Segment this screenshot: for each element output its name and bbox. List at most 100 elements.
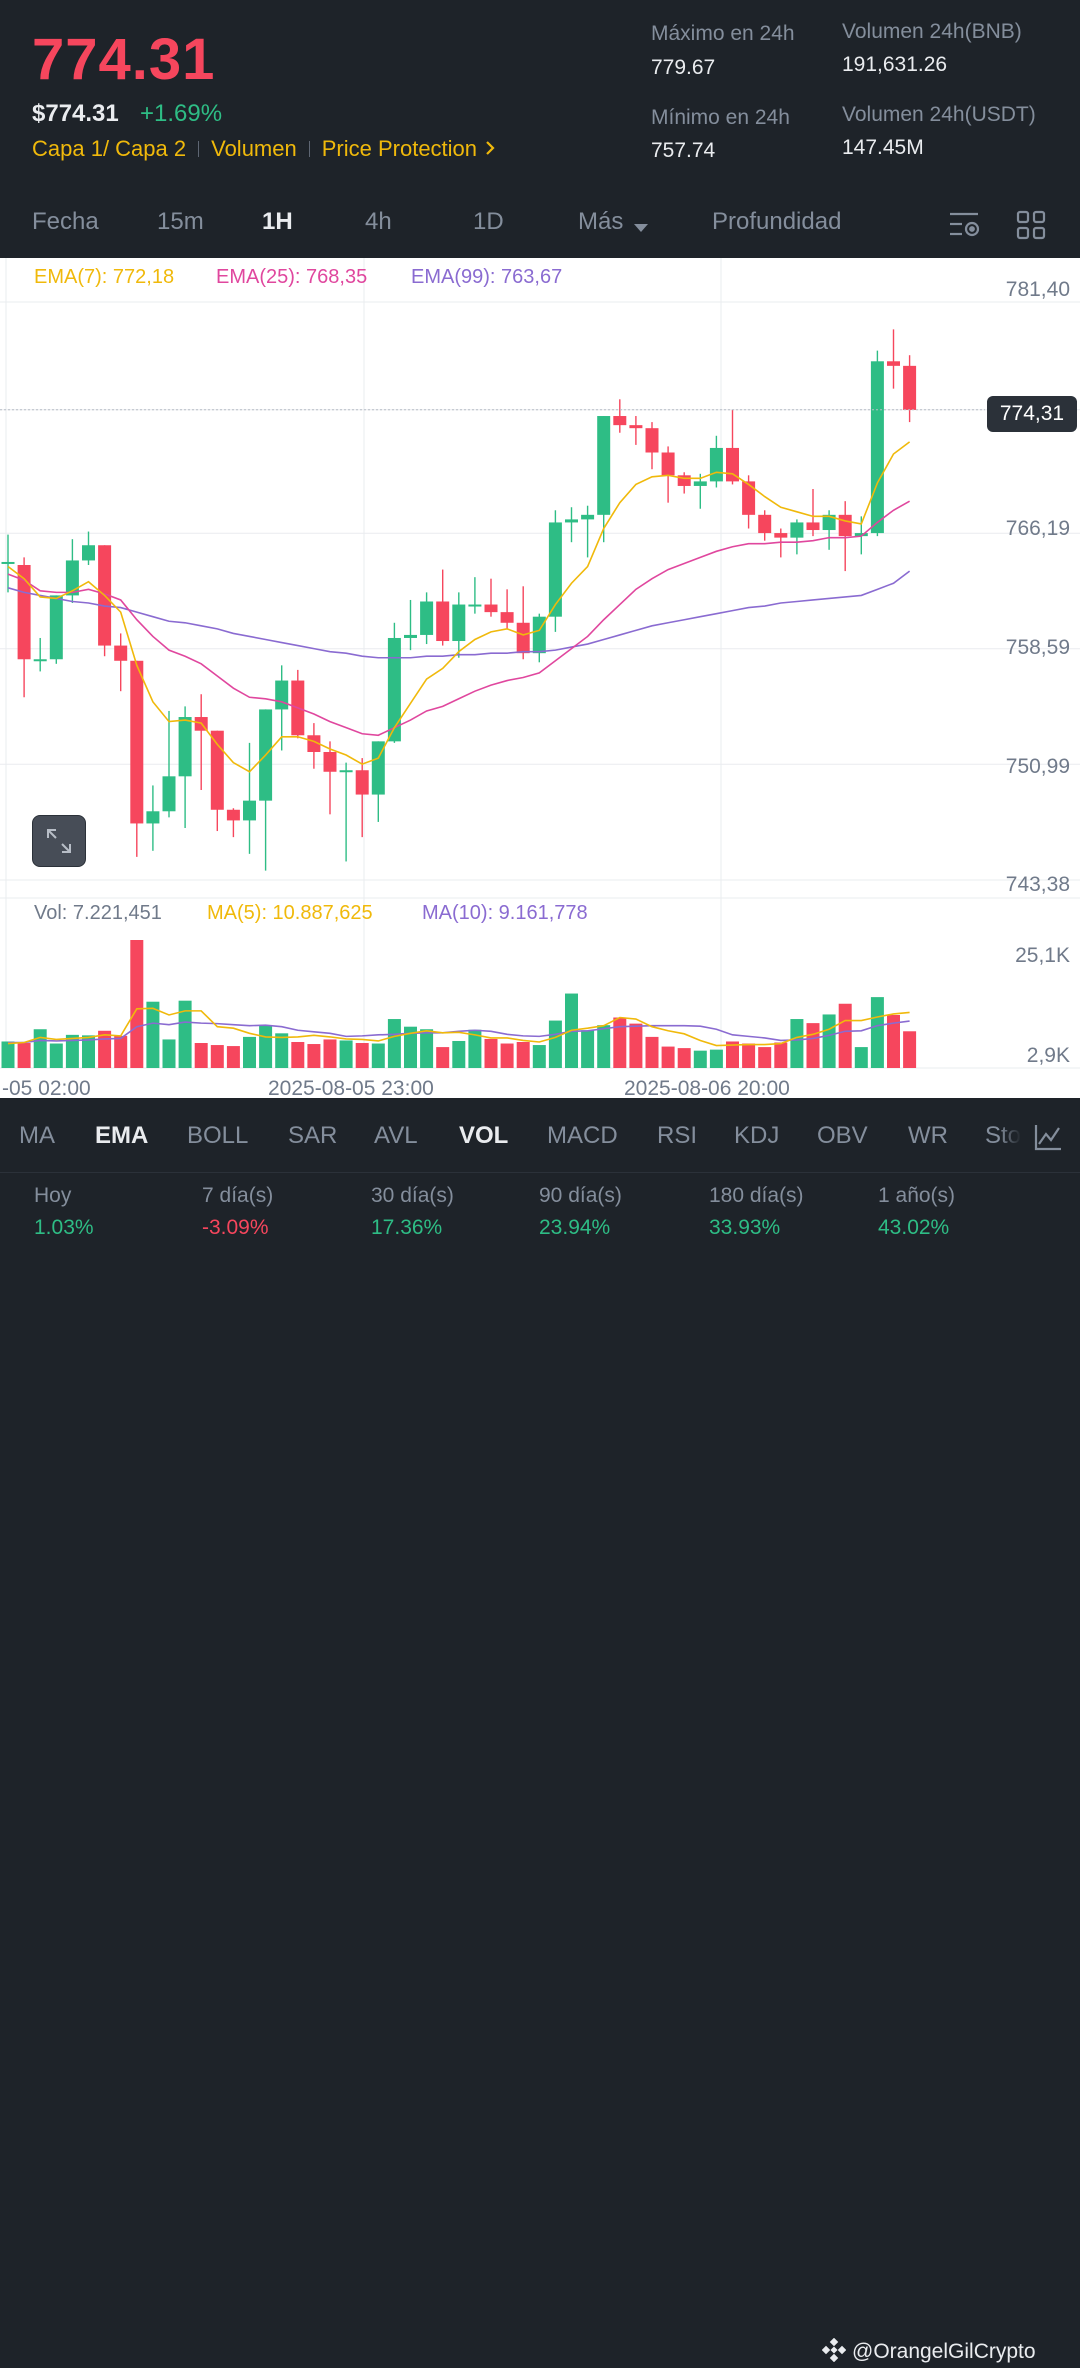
candle-body	[516, 622, 530, 654]
candle-body	[693, 481, 707, 486]
volume-bar	[371, 1043, 385, 1068]
candle-body	[275, 680, 289, 710]
caret-down-icon[interactable]	[633, 220, 649, 238]
candle-body	[130, 660, 144, 824]
tag-volume-link[interactable]: Volumen	[211, 136, 297, 161]
volume-bar	[597, 1025, 611, 1068]
candle-body	[146, 811, 160, 824]
tab-depth[interactable]: Profundidad	[712, 208, 842, 235]
indicator-tab-kdj[interactable]: KDJ	[734, 1122, 780, 1149]
indicator-chart-icon[interactable]	[1033, 1122, 1063, 1157]
performance-value: 23.94%	[539, 1216, 611, 1239]
volume-bar	[436, 1047, 450, 1068]
timeframe-tabs: Fecha 15m 1H 4h 1D Más Profundidad	[0, 196, 1080, 256]
volume-bar	[854, 1047, 868, 1068]
chevron-right-icon	[485, 136, 495, 162]
price-tick: 758,59	[1005, 636, 1070, 659]
candle-body	[887, 361, 900, 366]
performance-value: 43.02%	[878, 1216, 950, 1239]
tab-1h[interactable]: 1H	[262, 208, 293, 235]
volume-bar	[259, 1025, 273, 1068]
candle-body	[243, 800, 256, 821]
candle-body	[387, 637, 401, 742]
last-price: 774.31	[32, 27, 216, 92]
performance-value: 17.36%	[371, 1216, 443, 1239]
chart-canvas[interactable]	[0, 258, 1080, 1098]
chart-settings-icon[interactable]	[948, 210, 982, 245]
divider	[198, 141, 200, 157]
tab-4h[interactable]: 4h	[365, 208, 392, 235]
candle-body	[226, 809, 240, 821]
candle-body	[565, 519, 578, 523]
vol-bnb-value: 191,631.26	[842, 53, 948, 76]
indicator-tab-boll[interactable]: BOLL	[187, 1122, 249, 1149]
indicator-tab-ma[interactable]: MA	[19, 1122, 55, 1149]
vol-ma5-legend: MA(5): 10.887,625	[207, 902, 373, 924]
indicator-tab-wr[interactable]: WR	[908, 1122, 948, 1149]
volume-bar	[532, 1045, 546, 1068]
vol-bnb-label: Volumen 24h(BNB)	[842, 20, 1022, 43]
tab-15m[interactable]: 15m	[157, 208, 204, 235]
expand-button[interactable]	[32, 815, 86, 867]
time-tick: 2025-08-05 23:00	[268, 1077, 434, 1100]
candle-body	[371, 741, 385, 795]
indicator-tab-ema[interactable]: EMA	[95, 1122, 149, 1149]
vol-ma5-line	[7, 1007, 910, 1047]
candle-body	[742, 481, 756, 515]
indicator-tab-stoch[interactable]: Sto	[985, 1122, 1022, 1149]
ema7-line	[7, 441, 911, 773]
indicator-tab-obv[interactable]: OBV	[817, 1122, 868, 1149]
volume-bar	[645, 1036, 659, 1068]
indicator-tab-macd[interactable]: MACD	[547, 1122, 618, 1149]
vol-usdt-value: 147.45M	[842, 136, 924, 159]
volume-bar	[114, 1035, 128, 1068]
price-tick: 750,99	[1005, 755, 1070, 778]
indicator-tab-sar[interactable]: SAR	[288, 1122, 338, 1149]
volume-bar	[452, 1040, 466, 1068]
tab-fecha[interactable]: Fecha	[32, 208, 99, 235]
time-tick: -05 02:00	[2, 1077, 91, 1100]
performance-value: -3.09%	[202, 1216, 269, 1239]
high-24h-value: 779.67	[651, 56, 716, 79]
divider	[0, 1172, 1080, 1173]
candle-body	[822, 514, 836, 531]
volume-bar	[291, 1041, 305, 1068]
vol-ma10-line	[8, 1020, 910, 1044]
volume-tick: 2,9K	[1026, 1044, 1070, 1067]
volume-bar	[82, 1035, 95, 1068]
candle-body	[870, 361, 884, 534]
volume-bar	[726, 1041, 739, 1068]
tab-more[interactable]: Más	[578, 208, 624, 235]
indicator-tab-avl[interactable]: AVL	[374, 1122, 418, 1149]
ema99-line	[7, 570, 911, 659]
volume-bar	[903, 1031, 917, 1068]
performance-label: Hoy	[34, 1184, 72, 1207]
volume-bar	[870, 997, 884, 1068]
tag-layer-link[interactable]: Capa 1/ Capa 2	[32, 136, 187, 161]
tab-1d[interactable]: 1D	[473, 208, 504, 235]
ema25-line	[7, 500, 910, 737]
volume-bar	[581, 1030, 595, 1068]
performance-label: 7 día(s)	[202, 1184, 274, 1207]
volume-bar	[17, 1043, 31, 1068]
candle-body	[82, 545, 95, 561]
candle-body	[355, 770, 369, 795]
vol-ma10-legend: MA(10): 9.161,778	[422, 902, 588, 924]
volume-bar	[49, 1043, 63, 1068]
performance-label: 90 día(s)	[539, 1184, 622, 1207]
indicator-tab-rsi[interactable]: RSI	[657, 1122, 698, 1149]
low-24h-label: Mínimo en 24h	[651, 106, 790, 129]
candle-body	[774, 533, 788, 538]
volume-bar	[790, 1019, 804, 1068]
candle-body	[452, 604, 466, 642]
indicator-tab-vol[interactable]: VOL	[459, 1122, 509, 1149]
grid-layout-icon[interactable]	[1016, 210, 1046, 245]
candle-body	[1, 561, 15, 564]
candle-body	[903, 365, 917, 410]
candlestick-chart[interactable]: EMA(7): 772,18 EMA(25): 768,35 EMA(99): …	[0, 258, 1080, 1100]
price-protection-link[interactable]: Price Protection	[321, 136, 478, 161]
candle-body	[436, 601, 450, 642]
candle-body	[339, 770, 353, 773]
vol-usdt-label: Volumen 24h(USDT)	[842, 103, 1036, 126]
volume-bar	[65, 1034, 79, 1068]
